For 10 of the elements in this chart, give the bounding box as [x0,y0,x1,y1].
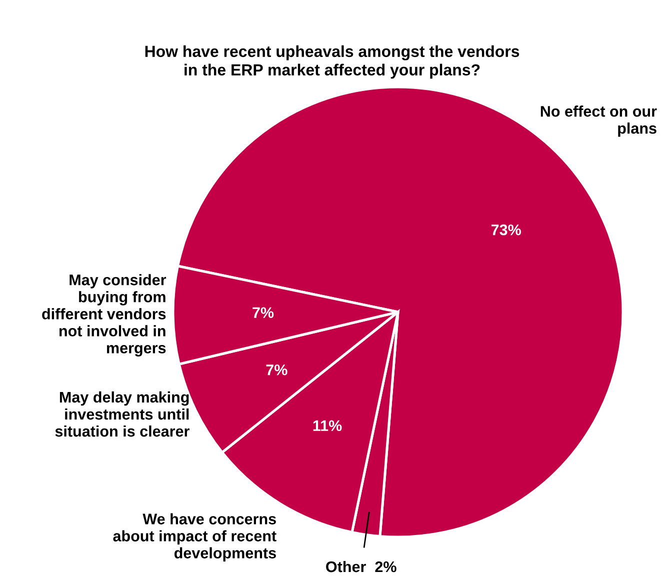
data-label: 73% [491,224,521,236]
chart-title: How have recent upheavals amongst the vendors in the ERP market affected your plans? [145,45,520,79]
data-label: 11% [313,420,342,432]
slice-label: We have concerns about impact of recent developments [113,513,276,562]
slice-label: Other 2% [326,560,396,572]
slice-label: May delay making investments until situation is clearer [55,391,190,437]
slice-label: No effect on our plans [540,106,657,137]
slice-label: May consider buying from different vendors not involved in mergers [42,274,166,357]
data-label: 7% [266,364,288,376]
data-label: 7% [252,307,274,318]
